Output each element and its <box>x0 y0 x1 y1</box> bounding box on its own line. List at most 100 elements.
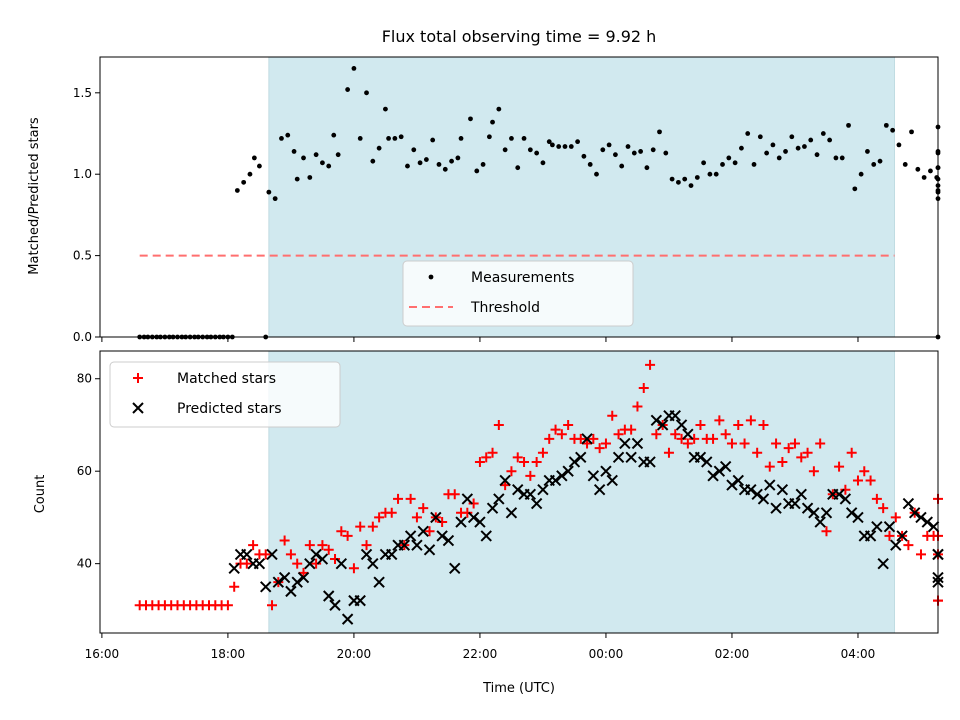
measurement-point <box>326 163 332 169</box>
predicted-point <box>430 511 442 524</box>
matched-point <box>651 429 662 440</box>
predicted-point <box>814 516 826 528</box>
predicted-point <box>650 414 663 427</box>
measurement-point <box>707 171 713 177</box>
matched-point <box>393 493 404 504</box>
measurement-point <box>732 160 738 166</box>
predicted-point <box>631 437 644 450</box>
measurement-point <box>496 106 502 112</box>
matched-point <box>474 456 485 467</box>
matched-point <box>336 526 347 537</box>
matched-point <box>279 535 290 546</box>
measurement-point <box>509 135 514 141</box>
predicted-point <box>877 557 889 570</box>
matched-point <box>323 544 334 555</box>
matched-point <box>915 549 926 560</box>
measurement-point <box>251 155 257 161</box>
matched-point <box>525 470 536 481</box>
matched-point <box>222 600 233 611</box>
measurement-point <box>852 186 858 192</box>
measurement-point <box>364 90 369 96</box>
matched-point <box>304 540 315 551</box>
predicted-point <box>883 520 896 533</box>
measurement-point <box>257 163 262 169</box>
measurement-point <box>279 135 284 141</box>
predicted-point <box>310 548 322 561</box>
x-tick-label: 22:00 <box>463 647 498 661</box>
measurement-point <box>502 147 508 153</box>
measurement-point <box>739 145 744 151</box>
measurement-point <box>285 132 291 138</box>
measurement-point <box>468 116 473 122</box>
matched-point <box>695 419 706 430</box>
measurement-point <box>846 122 851 128</box>
measurement-point <box>877 158 883 164</box>
matched-point <box>714 415 725 426</box>
measurement-point <box>313 152 319 158</box>
measurement-point <box>291 149 297 154</box>
predicted-point <box>745 483 757 496</box>
predicted-point <box>619 437 631 450</box>
measurement-point <box>546 139 552 145</box>
matched-point <box>411 512 422 523</box>
predicted-point <box>751 488 763 501</box>
predicted-point <box>266 548 278 561</box>
measurement-point <box>631 150 637 156</box>
measurement-point <box>587 162 593 167</box>
matched-point <box>481 452 492 463</box>
measurement-point <box>331 132 337 138</box>
measurement-point <box>575 139 580 145</box>
predicted-point <box>272 576 285 588</box>
measurement-point <box>398 134 404 140</box>
measurement-point <box>820 131 826 136</box>
matched-point <box>890 512 901 523</box>
predicted-point <box>719 460 732 473</box>
predicted-point <box>770 502 782 514</box>
measurement-point <box>783 149 788 154</box>
series-matched-stars <box>134 359 943 611</box>
predicted-point <box>575 451 587 464</box>
predicted-point <box>669 410 681 422</box>
matched-point <box>815 438 826 449</box>
predicted-point <box>833 488 845 501</box>
matched-point <box>758 419 769 430</box>
measurement-point <box>335 152 341 158</box>
counts-panel: 40 60 80 16:00 18:00 20:00 22:00 00:00 02:00 04:0… <box>77 350 944 661</box>
measurement-point <box>540 160 546 166</box>
predicted-point <box>291 576 303 588</box>
matched-point <box>374 512 385 523</box>
predicted-point <box>467 511 480 524</box>
measurement-point <box>827 137 833 143</box>
legend-frame <box>402 260 634 327</box>
x-tick-label: 20:00 <box>337 647 372 661</box>
measurement-point <box>515 165 521 171</box>
measurement-point <box>625 144 631 149</box>
matched-point <box>361 540 372 551</box>
matched-point <box>632 401 643 412</box>
matched-point <box>739 438 750 449</box>
predicted-point <box>556 470 568 482</box>
matched-point <box>267 600 278 611</box>
chart-title: Flux total observing time = 9.92 h <box>382 27 657 46</box>
predicted-point <box>442 534 455 547</box>
predicted-point <box>845 507 858 519</box>
matched-point <box>871 493 882 504</box>
matched-point <box>808 466 819 477</box>
measurement-point <box>568 144 574 149</box>
measurement-point <box>386 135 391 141</box>
matched-point <box>311 558 322 569</box>
matched-point <box>424 526 435 537</box>
measurement-point <box>871 162 877 167</box>
predicted-point <box>593 483 606 496</box>
legend-x-icon <box>132 402 144 414</box>
predicted-point <box>757 493 770 505</box>
measurement-point <box>436 162 442 167</box>
predicted-point <box>927 520 940 533</box>
legend-label: Measurements <box>471 270 574 286</box>
matched-point <box>708 433 719 444</box>
measurement-point <box>320 160 325 166</box>
matched-point <box>462 507 473 518</box>
axes-frame <box>99 56 939 338</box>
predicted-point <box>776 483 789 496</box>
measurement-point <box>770 142 776 148</box>
